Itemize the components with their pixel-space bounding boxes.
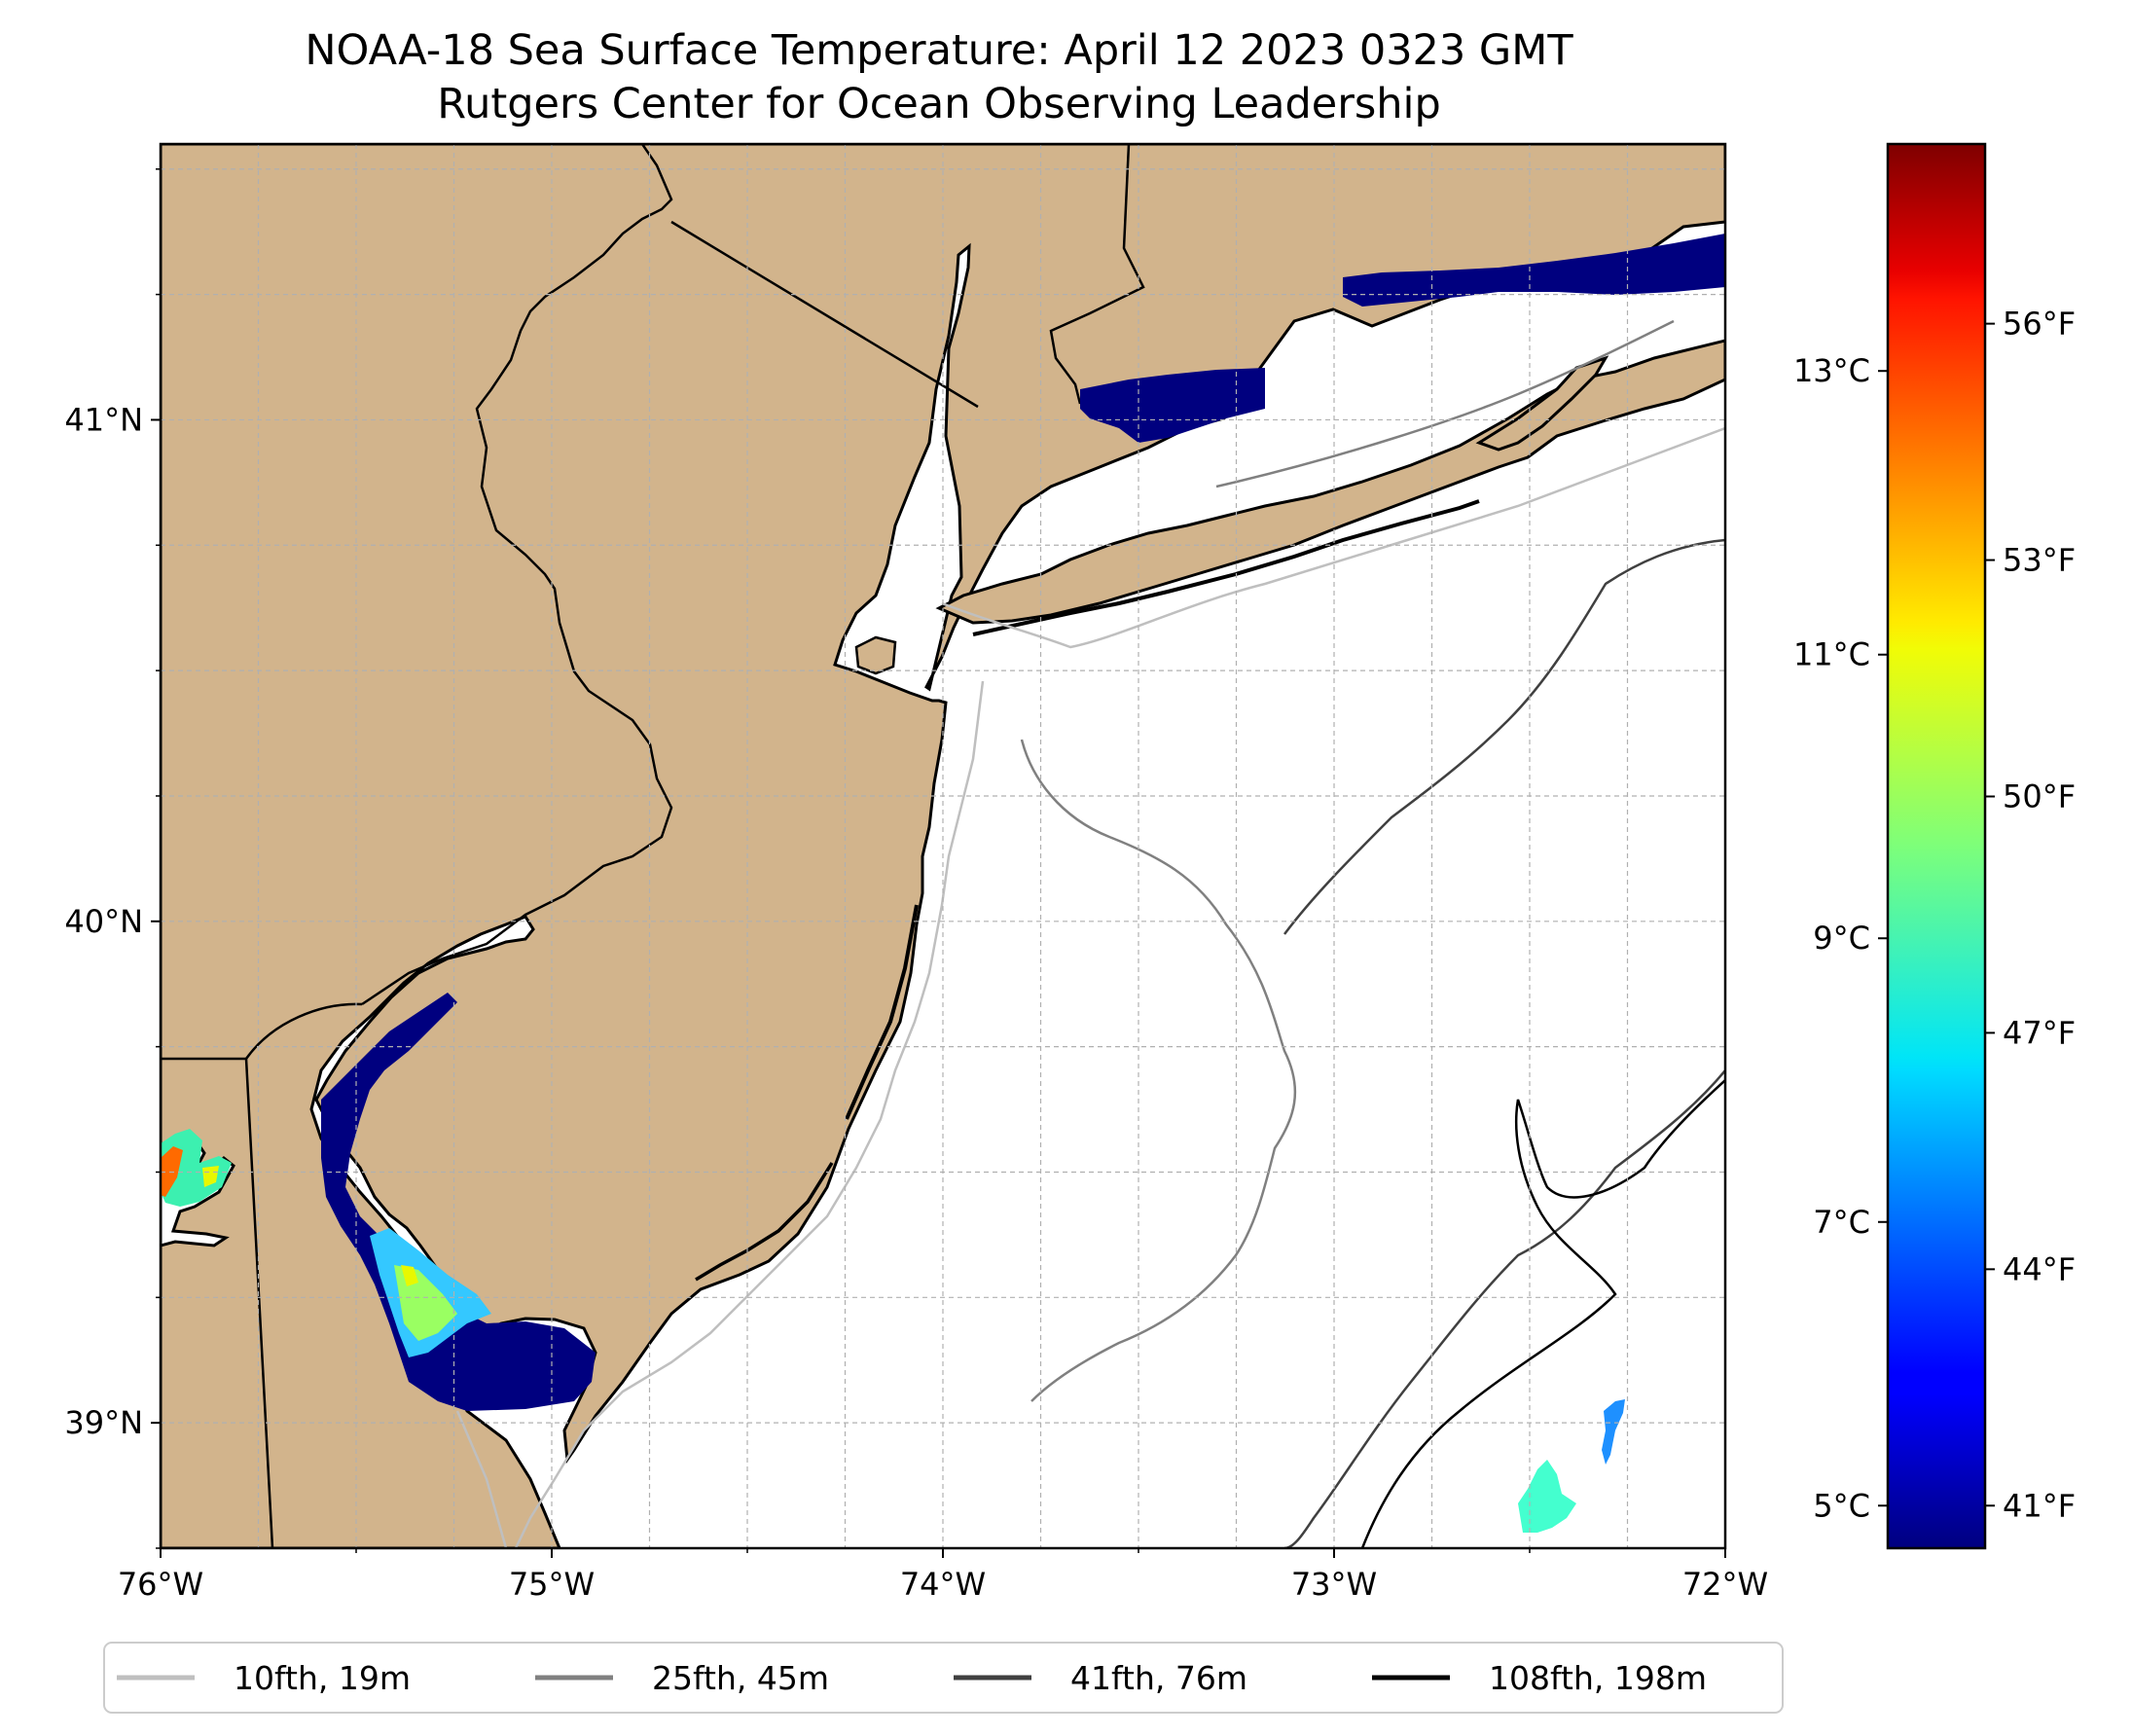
latitude-axis: 41°N 40°N 39°N	[64, 168, 161, 1549]
nj-barrier	[845, 904, 919, 1120]
title-line-1: NOAA-18 Sea Surface Temperature: April 1…	[305, 26, 1573, 75]
lon-tick-label: 73°W	[1291, 1566, 1377, 1603]
nj-barrier-south	[695, 1162, 834, 1282]
sst-delaware-bay	[321, 993, 596, 1411]
sst-offshore-patch	[1518, 1460, 1576, 1533]
fahrenheit-tick-label: 44°F	[2003, 1250, 2076, 1287]
contour-108fth	[1360, 1079, 1725, 1548]
celsius-tick-label: 11°C	[1793, 636, 1870, 673]
lon-tick-label: 74°W	[900, 1566, 986, 1603]
border-ny-ct	[1049, 144, 1145, 405]
lon-tick-label: 72°W	[1682, 1566, 1768, 1603]
title-line-2: Rutgers Center for Ocean Observing Leade…	[437, 80, 1441, 128]
legend-label: 10fth, 19m	[234, 1659, 411, 1697]
sst-long-island-sound-east	[1343, 234, 1725, 307]
longitude-axis: 76°W 75°W 74°W 73°W 72°W	[118, 1548, 1768, 1603]
legend-label: 41fth, 76m	[1070, 1659, 1247, 1697]
contour-41fth	[1283, 538, 1725, 1548]
gridlines	[160, 144, 1726, 1549]
fahrenheit-tick-label: 41°F	[2003, 1487, 2076, 1524]
contour-10fth	[455, 426, 1725, 1548]
lon-tick-label: 76°W	[118, 1566, 203, 1603]
legend-box	[103, 1642, 1784, 1714]
fahrenheit-tick-label: 53°F	[2003, 542, 2076, 579]
colorbar-celsius-axis: 5°C 7°C 9°C 11°C 13°C	[1793, 352, 1888, 1524]
sst-long-island-sound	[1080, 368, 1265, 443]
bathymetry-contours	[455, 319, 1725, 1548]
celsius-tick-label: 5°C	[1813, 1487, 1870, 1524]
sst-offshore-streak	[1602, 1399, 1625, 1465]
border-nj-ny	[670, 220, 979, 409]
contour-25fth	[1020, 319, 1675, 1402]
legend: 10fth, 19m 25fth, 45m 41fth, 76m 108fth, 19…	[103, 1642, 1784, 1714]
legend-label: 25fth, 45m	[652, 1659, 829, 1697]
fahrenheit-tick-label: 56°F	[2003, 306, 2076, 343]
border-pa-nj	[361, 144, 673, 1006]
staten-island	[854, 635, 897, 675]
colorbar-frame	[1886, 142, 1987, 1550]
lat-tick-label: 41°N	[64, 401, 143, 438]
colorbar-fahrenheit-axis: 41°F 44°F 47°F 50°F 53°F 56°F	[1985, 306, 2076, 1524]
lat-tick-label: 39°N	[64, 1404, 143, 1441]
sst-chesapeake-yellow	[202, 1166, 219, 1187]
north-fork	[1475, 355, 1609, 452]
celsius-tick-label: 9°C	[1813, 920, 1870, 957]
fahrenheit-tick-label: 47°F	[2003, 1014, 2076, 1051]
sst-chesapeake	[161, 1129, 232, 1207]
celsius-tick-label: 13°C	[1793, 352, 1870, 389]
colorbar-gradient	[1888, 144, 1985, 1548]
sst-data-layer	[161, 234, 1725, 1533]
li-barrier	[972, 499, 1480, 636]
sst-delaware-bay-yellow	[401, 1265, 418, 1286]
border-de-circle	[244, 1002, 363, 1060]
celsius-tick-label: 7°C	[1813, 1204, 1870, 1241]
fahrenheit-tick-label: 50°F	[2003, 778, 2076, 814]
legend-label: 108fth, 198m	[1489, 1659, 1707, 1697]
lon-tick-label: 75°W	[509, 1566, 595, 1603]
lat-tick-label: 40°N	[64, 903, 143, 940]
